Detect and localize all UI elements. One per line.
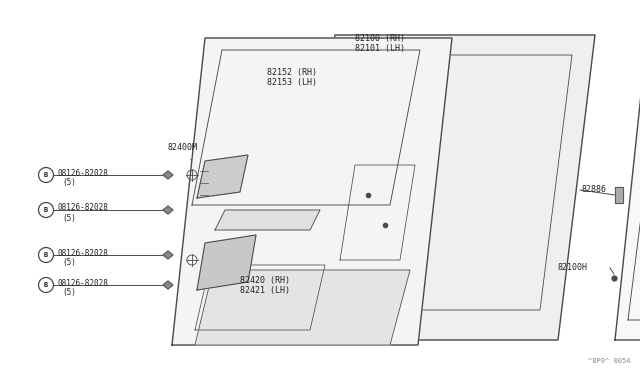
Text: 08126-82028: 08126-82028	[57, 248, 108, 257]
Polygon shape	[172, 38, 452, 345]
Text: B: B	[44, 252, 48, 258]
Polygon shape	[163, 251, 173, 259]
Polygon shape	[195, 270, 410, 345]
Text: 82100H: 82100H	[558, 263, 588, 273]
Polygon shape	[163, 281, 173, 289]
Text: ^8P0^ 0054: ^8P0^ 0054	[588, 358, 630, 364]
Polygon shape	[615, 187, 623, 203]
Text: 82420 (RH): 82420 (RH)	[240, 276, 290, 285]
Text: 82153 (LH): 82153 (LH)	[267, 77, 317, 87]
Polygon shape	[197, 235, 256, 290]
Text: (5): (5)	[62, 259, 76, 267]
Text: 08126-82028: 08126-82028	[57, 169, 108, 177]
Text: 82100 (RH): 82100 (RH)	[355, 33, 405, 42]
Text: (5): (5)	[62, 214, 76, 222]
Text: B: B	[44, 207, 48, 213]
Text: 82101 (LH): 82101 (LH)	[355, 44, 405, 52]
Text: 82152 (RH): 82152 (RH)	[267, 67, 317, 77]
Text: B: B	[44, 172, 48, 178]
Polygon shape	[163, 171, 173, 179]
Polygon shape	[615, 38, 640, 340]
Polygon shape	[197, 155, 248, 198]
Text: (5): (5)	[62, 289, 76, 298]
Polygon shape	[215, 210, 320, 230]
Text: 82886: 82886	[582, 186, 607, 195]
Text: 82421 (LH): 82421 (LH)	[240, 285, 290, 295]
Text: 08126-82028: 08126-82028	[57, 279, 108, 288]
Polygon shape	[298, 35, 595, 340]
Polygon shape	[163, 206, 173, 214]
Text: 08126-82028: 08126-82028	[57, 203, 108, 212]
Text: B: B	[44, 282, 48, 288]
Text: 82400M: 82400M	[168, 144, 198, 153]
Text: (5): (5)	[62, 179, 76, 187]
